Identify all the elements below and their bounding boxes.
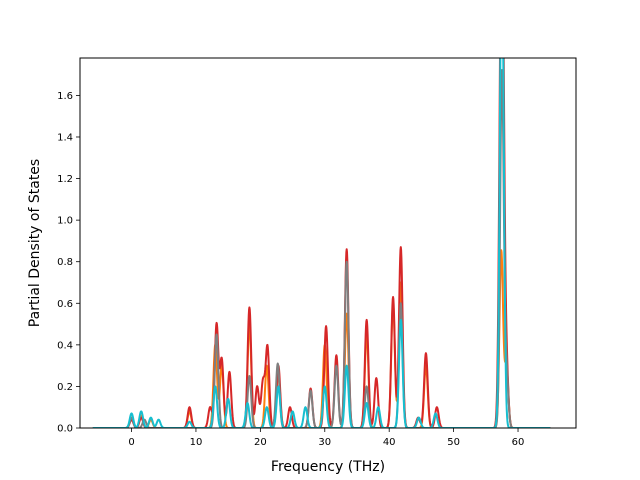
y-tick-label: 1.4 — [57, 132, 73, 143]
y-tick-label: 0.0 — [57, 424, 73, 435]
series-layer — [92, 58, 551, 428]
y-tick-label: 1.6 — [57, 91, 73, 102]
x-tick-label: 10 — [190, 437, 203, 448]
plot-frame — [79, 57, 577, 429]
x-tick-label: 20 — [254, 437, 267, 448]
y-tick-label: 0.8 — [57, 257, 73, 268]
x-tick-label: 50 — [447, 437, 460, 448]
x-axis: 0 10 20 30 40 50 60 — [128, 428, 524, 448]
y-tick-label: 1.0 — [57, 216, 73, 227]
x-tick-label: 40 — [383, 437, 396, 448]
y-tick-label: 0.2 — [57, 382, 73, 393]
pdos-series-line-3 — [92, 58, 551, 428]
y-tick-label: 1.2 — [57, 174, 73, 185]
x-tick-label: 0 — [128, 437, 134, 448]
x-tick-label: 60 — [512, 437, 525, 448]
y-tick-label: 0.4 — [57, 340, 73, 351]
x-tick-label: 30 — [318, 437, 331, 448]
y-axis: 0.0 0.2 0.4 0.6 0.8 1.0 1.2 1.4 1.6 — [57, 91, 80, 435]
x-axis-label: Frequency (THz) — [271, 459, 385, 475]
y-tick-label: 0.6 — [57, 299, 73, 310]
y-axis-label: Partial Density of States — [27, 159, 43, 327]
